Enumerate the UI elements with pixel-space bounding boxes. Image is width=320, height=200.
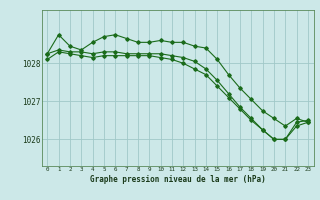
X-axis label: Graphe pression niveau de la mer (hPa): Graphe pression niveau de la mer (hPa) bbox=[90, 175, 266, 184]
